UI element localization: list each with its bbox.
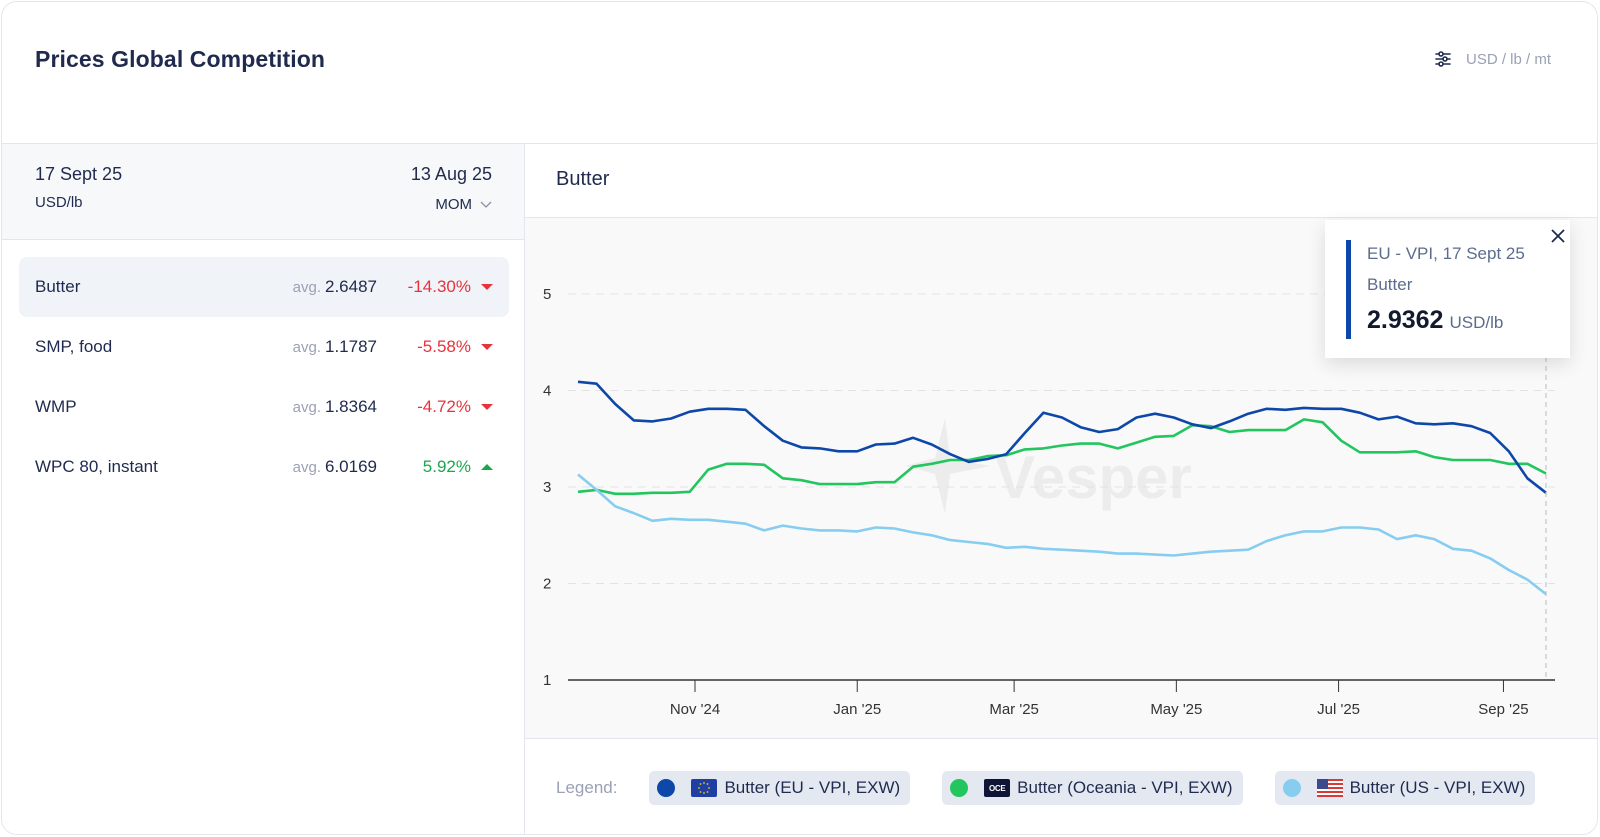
arrow-up-icon [471,463,493,471]
product-change: -4.72% [417,397,471,416]
tooltip-value: 2.9362 [1367,306,1444,334]
watermark-text: Vesper [995,444,1192,511]
y-tick-label: 5 [543,286,551,303]
eu-flag-icon [691,779,718,797]
legend-text: Butter (EU - VPI, EXW) [724,778,901,797]
product-change: -14.30% [407,277,471,296]
x-tick-label: May '25 [1150,701,1202,718]
compare-mode-dropdown[interactable]: MOM [435,196,492,213]
tooltip-product: Butter [1367,275,1413,294]
x-tick-label: Sep '25 [1478,701,1528,718]
series-dot-icon [657,779,676,797]
product-list: Butter avg. 2.6487 -14.30% SMP, food avg.… [19,257,509,497]
legend-label: Legend: [556,778,618,797]
chart-legend: Legend: Butter (EU - VPI, EXW) OCE Butte… [525,740,1597,834]
series-dot-icon [950,779,969,797]
y-tick-label: 2 [543,576,551,593]
avg-value: 2.6487 [325,277,377,296]
oceania-badge-icon: OCE [984,779,1011,797]
y-axis: 1 2 3 4 5 [543,286,551,689]
y-tick-label: 1 [543,672,551,689]
chart-header: Butter [525,144,1597,218]
tooltip-series-color [1346,240,1351,339]
x-tick-label: Jan '25 [833,701,881,718]
product-avg: avg. 1.8364 [267,397,377,417]
sliders-icon [1435,51,1451,67]
plot-area: Vesper 1 2 3 4 5 Nov '24 Jan '25 Mar '25 May '2… [525,218,1598,739]
x-axis: Nov '24 Jan '25 Mar '25 May '25 Jul '25 Sep '… [568,679,1555,718]
series-line-us[interactable] [577,473,1547,596]
legend-item-oceania[interactable]: OCE Butter (Oceania - VPI, EXW) [942,771,1243,805]
current-unit: USD/lb [35,194,83,211]
vesper-watermark: Vesper [905,418,1192,514]
avg-value: 1.1787 [325,337,377,356]
x-tick-label: Jul '25 [1317,701,1360,718]
x-tick-label: Mar '25 [989,701,1039,718]
series-dot-icon [1282,779,1301,797]
product-name: Butter [35,277,81,296]
avg-label: avg. [292,399,321,416]
product-name: WPC 80, instant [35,457,158,476]
current-date: 17 Sept 25 [35,164,123,184]
product-row-smp-food[interactable]: SMP, food avg. 1.1787 -5.58% [19,317,509,377]
series-line-oceania[interactable] [577,418,1547,496]
arrow-down-icon [471,403,493,411]
data-tooltip: EU - VPI, 17 Sept 25 Butter 2.9362 USD/lb [1325,220,1570,358]
arrow-down-icon [471,283,493,291]
tooltip-series: EU - VPI, 17 Sept 25 [1367,244,1525,263]
close-icon[interactable] [1546,224,1570,248]
compare-mode-label: MOM [435,196,472,213]
chart-title: Butter [556,168,610,190]
tooltip-unit: USD/lb [1449,313,1504,332]
line-chart[interactable]: Vesper 1 2 3 4 5 Nov '24 Jan '25 Mar '25 May '2… [525,218,1598,739]
product-panel: 17 Sept 25 USD/lb 13 Aug 25 MOM Butter a… [2,144,525,834]
tooltip-value-row: 2.9362 USD/lb [1367,306,1503,335]
us-flag-icon [1316,779,1343,797]
product-row-wmp[interactable]: WMP avg. 1.8364 -4.72% [19,377,509,437]
avg-value: 6.0169 [325,457,377,476]
series-line-eu[interactable] [577,380,1547,494]
arrow-down-icon [471,343,493,351]
avg-label: avg. [292,459,321,476]
product-avg: avg. 2.6487 [267,277,377,297]
product-avg: avg. 6.0169 [267,457,377,477]
product-change: -5.58% [417,337,471,356]
summary-header: 17 Sept 25 USD/lb 13 Aug 25 MOM [2,144,524,240]
y-tick-label: 3 [543,479,551,496]
product-avg: avg. 1.1787 [267,337,377,357]
compare-date: 13 Aug 25 [410,164,492,184]
chart-panel: Butter Vesper 1 2 3 4 5 Nov '24 Jan '25 Mar '2… [525,144,1598,834]
unit-switch-button[interactable]: USD / lb / mt [1434,50,1551,68]
header: Prices Global Competition USD / lb / mt [2,2,1597,144]
product-row-wpc-80-instant[interactable]: WPC 80, instant avg. 6.0169 5.92% [19,437,509,497]
avg-label: avg. [292,279,321,296]
product-name: WMP [35,397,77,416]
legend-text: Butter (US - VPI, EXW) [1349,778,1526,797]
product-row-butter[interactable]: Butter avg. 2.6487 -14.30% [19,257,509,317]
legend-item-eu[interactable]: Butter (EU - VPI, EXW) [649,771,911,805]
legend-item-us[interactable]: Butter (US - VPI, EXW) [1274,771,1536,805]
y-tick-label: 4 [543,383,551,400]
chevron-down-icon [480,201,492,208]
vesper-logo-icon [905,418,990,514]
avg-label: avg. [292,339,321,356]
product-change: 5.92% [422,457,471,476]
legend-text: Butter (Oceania - VPI, EXW) [1017,778,1233,797]
gridlines [568,293,1555,584]
series-lines [577,380,1547,596]
x-tick-label: Nov '24 [670,701,720,718]
product-name: SMP, food [35,337,113,356]
avg-value: 1.8364 [325,397,377,416]
page-title: Prices Global Competition [35,46,326,72]
unit-switch-label: USD / lb / mt [1465,50,1551,68]
